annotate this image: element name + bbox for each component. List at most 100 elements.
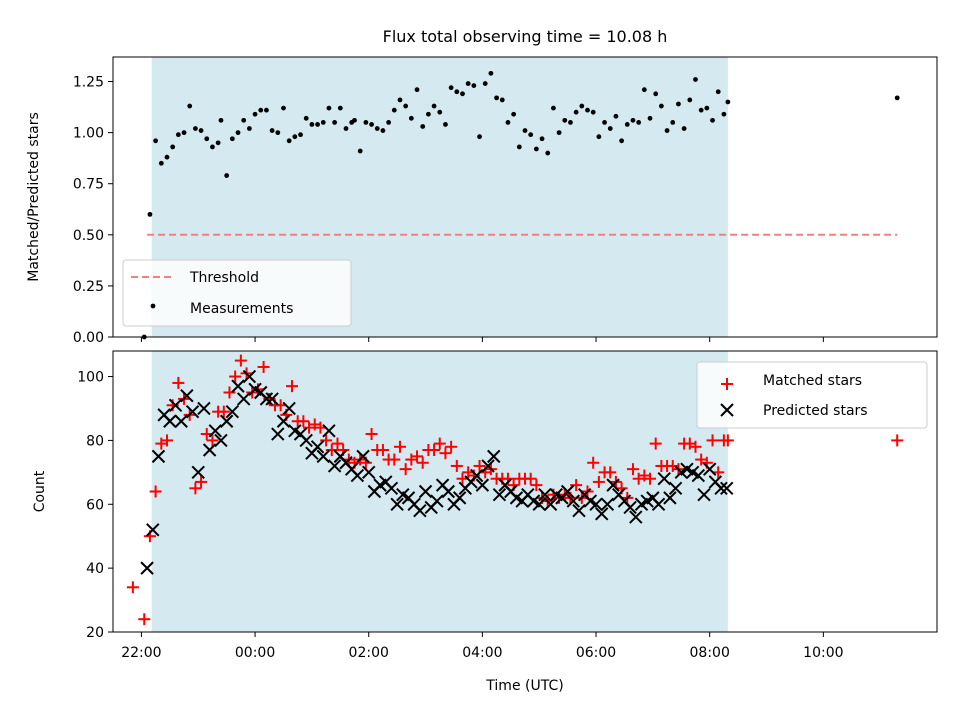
measurement-point (332, 120, 338, 125)
measurement-point (539, 136, 545, 142)
measurement-point (275, 130, 281, 136)
ratio-legend: Threshold Measurements (122, 259, 352, 327)
predicted-star-point (691, 468, 706, 483)
measurement-point (624, 122, 630, 127)
measurement-point (437, 109, 443, 115)
matched-star-point (689, 440, 702, 453)
matched-star-point (416, 456, 429, 469)
predicted-star-point (390, 497, 404, 511)
measurement-point (511, 111, 517, 117)
matched-star-point (229, 370, 242, 383)
measurement-point (562, 117, 568, 123)
x-tick-label: 10:00 (803, 645, 843, 661)
predicted-star-point (276, 414, 291, 428)
matched-star-point (320, 434, 333, 447)
measurement-point (715, 89, 721, 95)
measurement-point (460, 91, 465, 97)
measurement-point (414, 87, 420, 93)
predicted-star-point (168, 398, 183, 412)
measurement-point (596, 134, 602, 140)
matched-star-point (206, 434, 219, 447)
measurement-point (664, 128, 670, 133)
matched-star-point (126, 581, 139, 594)
measurement-point (454, 89, 460, 95)
measurement-point (448, 85, 454, 91)
x-tick-label: 00:00 (235, 645, 275, 661)
measurement-point (607, 126, 613, 131)
predicted-star-point (606, 478, 620, 492)
predicted-star-point (595, 507, 609, 521)
measurement-point (391, 107, 397, 113)
measurement-point (397, 97, 403, 103)
measurement-point (653, 91, 659, 97)
measurement-point (725, 99, 731, 105)
measurement-point (676, 101, 681, 107)
measurement-point (704, 105, 710, 111)
measurement-point (175, 132, 181, 138)
measurement-point (647, 115, 653, 121)
matched-star-point (234, 354, 247, 367)
measurement-point (224, 173, 230, 178)
predicted-star-point (265, 392, 279, 406)
legend-threshold-label: Threshold (189, 270, 259, 286)
measurement-point (579, 103, 585, 109)
matched-star-point (257, 360, 270, 373)
measurement-point (698, 107, 704, 113)
measurement-point (386, 120, 392, 125)
matched-star-point (297, 415, 310, 428)
legend-predicted-swatch (720, 403, 734, 417)
matched-star-point (399, 463, 412, 476)
predicted-star-points (140, 369, 734, 575)
measurement-point (471, 83, 477, 89)
matched-star-point (445, 440, 458, 453)
measurement-point (465, 81, 471, 86)
y-tick-label: 0.50 (73, 228, 104, 244)
predicted-star-point (629, 510, 643, 524)
measurement-point (443, 122, 448, 127)
x-tick-label: 06:00 (576, 645, 616, 661)
predicted-star-point (191, 465, 205, 480)
predicted-star-point (202, 443, 217, 457)
matched-star-point (195, 475, 208, 488)
predicted-star-point (180, 388, 194, 403)
measurement-point (153, 138, 159, 144)
measurement-point (630, 117, 636, 123)
measurement-point (198, 128, 204, 133)
measurement-point (602, 120, 607, 125)
measurement-point (374, 126, 380, 131)
chart-title: Flux total observing time = 10.08 h (383, 27, 668, 46)
measurement-point (215, 140, 221, 146)
measurement-point (516, 144, 522, 150)
matched-star-point (644, 472, 657, 485)
matched-star-point (439, 447, 452, 460)
measurement-point (218, 117, 224, 123)
predicted-star-point (350, 468, 365, 483)
measurement-point (710, 117, 715, 123)
measurement-point (590, 109, 596, 115)
predicted-star-point (663, 491, 677, 505)
predicted-star-point (316, 449, 330, 464)
predicted-star-point (197, 401, 211, 416)
predicted-star-point (322, 424, 336, 438)
measurement-point (352, 117, 357, 123)
matched-star-point (626, 463, 639, 476)
measurement-point (613, 113, 619, 119)
predicted-star-point (259, 392, 274, 406)
measurement-point (246, 126, 252, 131)
y-tick-label: 0.00 (73, 330, 104, 346)
predicted-star-point (418, 484, 433, 499)
matched-star-point (450, 459, 463, 472)
measurement-point (636, 120, 642, 125)
matched-star-point (393, 440, 406, 453)
measurement-point (573, 109, 579, 115)
measurement-point (193, 126, 198, 131)
observing-window-shade (151, 351, 728, 632)
matched-star-point (530, 479, 543, 492)
y-tick-label: 1.25 (73, 75, 104, 91)
measurement-point (298, 132, 303, 138)
ratio-y-axis-label: Matched/Predicted stars (26, 112, 42, 282)
x-tick-label: 08:00 (690, 645, 730, 661)
measurement-point (281, 105, 286, 111)
matched-star-point (160, 434, 173, 447)
